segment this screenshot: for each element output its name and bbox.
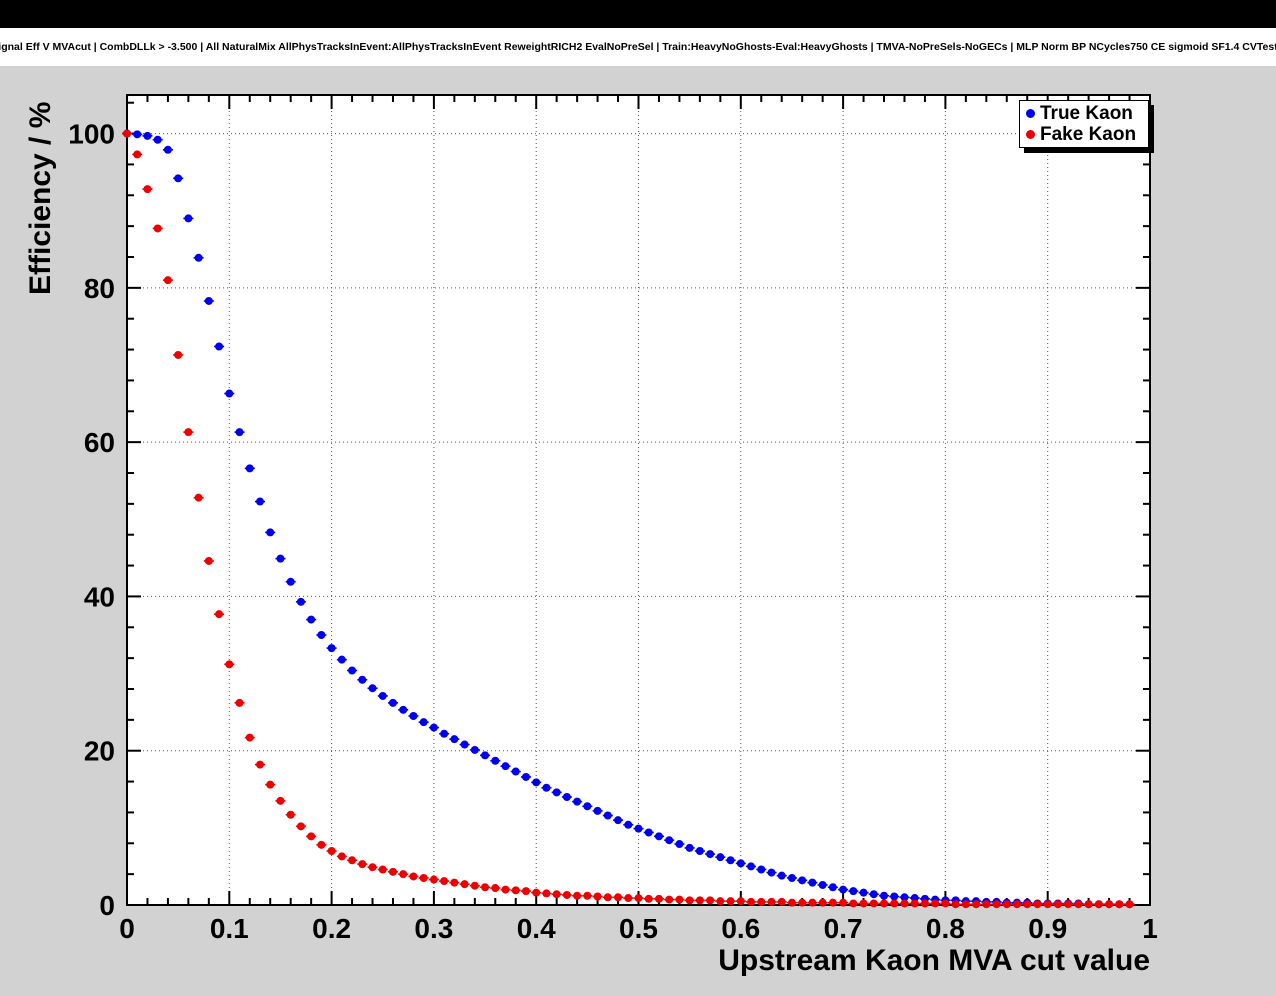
y-axis-title: Efficiency / % — [24, 101, 57, 295]
fake-kaon-marker-icon — [1026, 129, 1035, 139]
true-kaon-marker-icon — [1026, 109, 1035, 119]
svg-text:0.5: 0.5 — [619, 913, 658, 944]
top-black-bar — [0, 0, 1276, 28]
tick-labels: 0 0.1 0.2 0.3 0.4 0.5 0.6 0.7 0.8 0.9 1 0 20 40 60 80 10… — [68, 119, 1158, 944]
svg-text:0.8: 0.8 — [926, 913, 965, 944]
svg-text:0.4: 0.4 — [517, 913, 556, 944]
plot-title-band: Upstream Kaon Signal Eff V MVAcut | Comb… — [0, 28, 1276, 66]
legend-entry-fake-kaon: Fake Kaon — [1020, 125, 1148, 144]
series-fake-kaon — [122, 129, 1135, 909]
legend-label-true-kaon: True Kaon — [1040, 103, 1133, 125]
legend-entry-true-kaon: True Kaon — [1020, 104, 1148, 123]
svg-text:60: 60 — [84, 427, 115, 458]
x-axis-title: Upstream Kaon MVA cut value — [718, 944, 1150, 977]
gridlines — [127, 95, 1150, 905]
svg-text:0.9: 0.9 — [1028, 913, 1067, 944]
plot-title: Upstream Kaon Signal Eff V MVAcut | Comb… — [0, 41, 1276, 53]
svg-text:100: 100 — [68, 119, 115, 150]
svg-text:0: 0 — [99, 890, 115, 921]
svg-text:0.6: 0.6 — [721, 913, 760, 944]
svg-text:0: 0 — [119, 913, 135, 944]
svg-text:20: 20 — [84, 736, 115, 767]
svg-text:0.2: 0.2 — [312, 913, 351, 944]
svg-text:80: 80 — [84, 273, 115, 304]
svg-text:0.1: 0.1 — [210, 913, 249, 944]
svg-text:0.3: 0.3 — [414, 913, 453, 944]
svg-text:1: 1 — [1142, 913, 1158, 944]
svg-text:0.7: 0.7 — [824, 913, 863, 944]
legend-label-fake-kaon: Fake Kaon — [1040, 123, 1137, 145]
legend-box: True Kaon Fake Kaon — [1019, 100, 1149, 148]
svg-text:40: 40 — [84, 581, 115, 612]
